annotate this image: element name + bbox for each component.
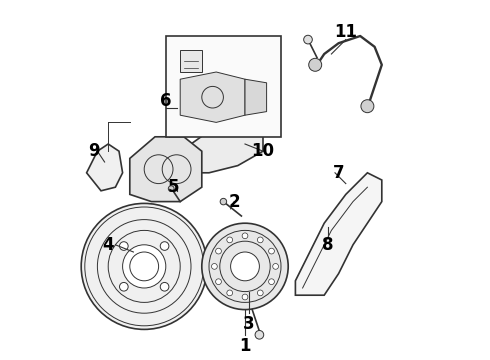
Circle shape <box>269 248 274 254</box>
Text: 6: 6 <box>160 92 172 110</box>
Polygon shape <box>295 173 382 295</box>
Circle shape <box>81 203 207 329</box>
Text: 4: 4 <box>102 236 114 254</box>
Polygon shape <box>180 72 245 122</box>
Circle shape <box>255 330 264 339</box>
Polygon shape <box>245 79 267 115</box>
Circle shape <box>122 245 166 288</box>
Circle shape <box>227 290 233 296</box>
Circle shape <box>257 237 263 243</box>
Circle shape <box>227 237 233 243</box>
Circle shape <box>216 248 221 254</box>
Polygon shape <box>173 115 263 173</box>
Circle shape <box>257 290 263 296</box>
Text: 2: 2 <box>228 193 240 211</box>
Text: 7: 7 <box>333 164 344 182</box>
Polygon shape <box>130 137 202 202</box>
Circle shape <box>304 35 312 44</box>
Text: 3: 3 <box>243 315 254 333</box>
Text: 5: 5 <box>167 178 179 196</box>
Circle shape <box>242 233 248 239</box>
Circle shape <box>202 223 288 310</box>
Circle shape <box>169 186 174 192</box>
Text: 1: 1 <box>239 337 251 355</box>
Bar <box>166 36 281 137</box>
Circle shape <box>269 279 274 284</box>
Circle shape <box>309 58 321 71</box>
Text: 11: 11 <box>334 23 357 41</box>
Circle shape <box>220 198 227 205</box>
Circle shape <box>212 264 217 269</box>
Circle shape <box>120 242 128 250</box>
Polygon shape <box>87 144 122 191</box>
Circle shape <box>160 242 169 250</box>
Circle shape <box>242 294 248 300</box>
Circle shape <box>231 252 259 281</box>
Text: 8: 8 <box>322 236 334 254</box>
Circle shape <box>120 283 128 291</box>
Text: 9: 9 <box>88 142 99 160</box>
Circle shape <box>160 283 169 291</box>
Text: 10: 10 <box>251 142 274 160</box>
Polygon shape <box>180 50 202 72</box>
Circle shape <box>361 100 374 113</box>
Circle shape <box>216 279 221 284</box>
Circle shape <box>273 264 278 269</box>
